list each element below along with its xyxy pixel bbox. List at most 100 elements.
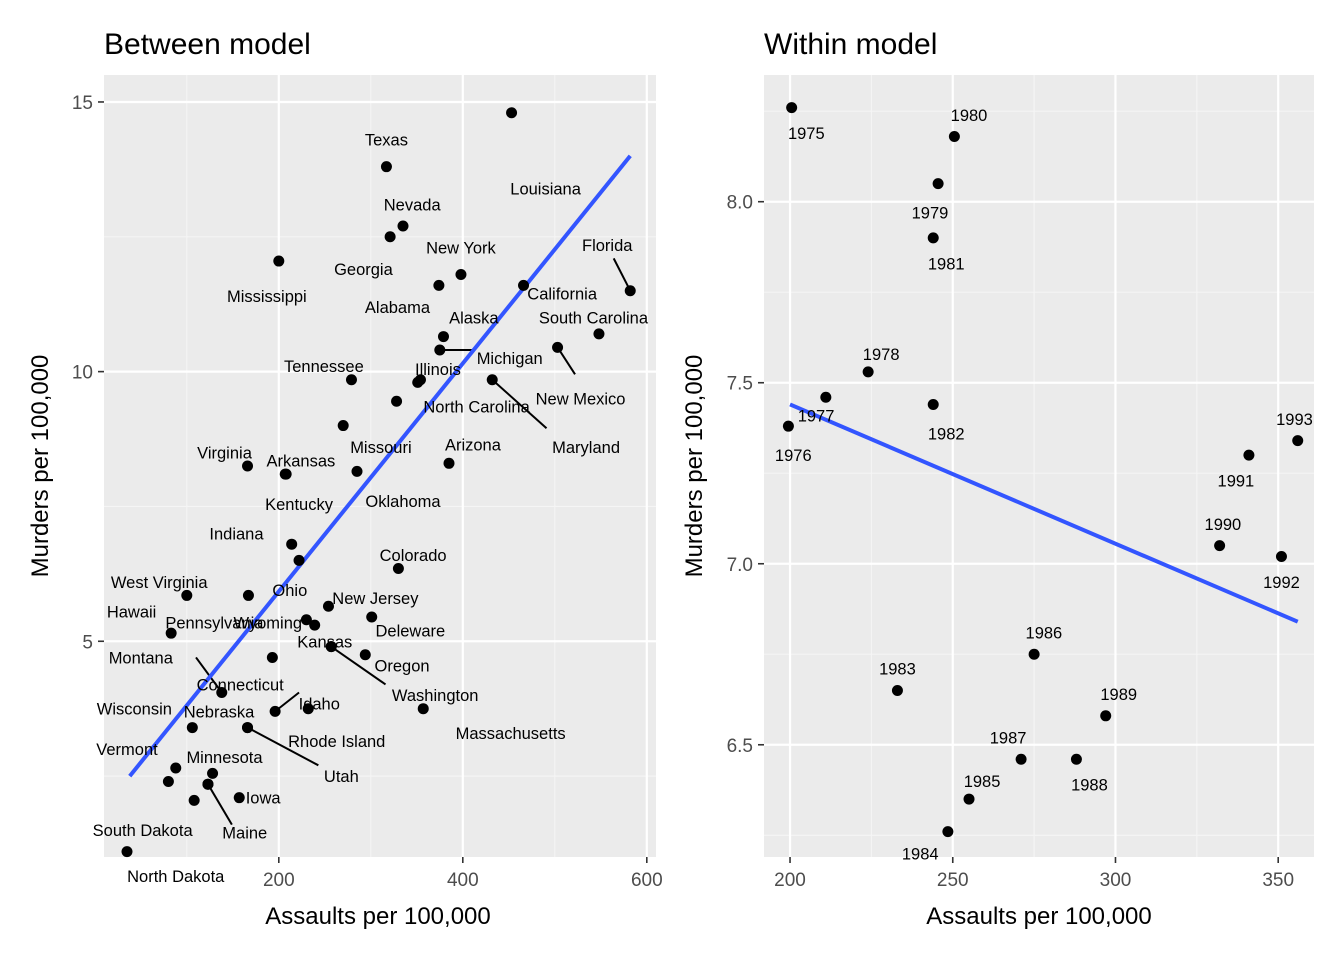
label-florida: Florida — [582, 237, 633, 255]
x-axis-title-between: Assaults per 100,000 — [265, 903, 490, 930]
point-tennessee — [345, 374, 357, 386]
point-michigan — [434, 344, 446, 356]
point-1980 — [948, 131, 960, 143]
point-rhode-island — [302, 703, 314, 715]
point-utah — [242, 722, 254, 734]
label-california: California — [527, 285, 598, 303]
label-maryland: Maryland — [552, 439, 620, 457]
x-axis-title-within: Assaults per 100,000 — [926, 903, 1151, 930]
fit-line-within — [789, 402, 1299, 624]
point-1990 — [1214, 540, 1226, 552]
point-colorado — [392, 562, 404, 574]
point-indiana — [286, 538, 298, 550]
point-idaho — [269, 705, 281, 717]
point-south-dakota — [188, 794, 200, 806]
label-1975: 1975 — [788, 125, 825, 143]
point-texas — [380, 161, 392, 173]
label-1980: 1980 — [951, 107, 988, 125]
label-missouri: Missouri — [350, 439, 411, 457]
panel-title-between: Between model — [104, 28, 311, 61]
label-arizona: Arizona — [445, 436, 502, 454]
leader-line-florida — [612, 257, 632, 292]
label-nebraska: Nebraska — [184, 703, 255, 721]
label-connecticut: Connecticut — [197, 676, 285, 694]
label-ohio: Ohio — [272, 582, 307, 600]
point-georgia — [384, 231, 396, 243]
point-connecticut — [216, 687, 228, 699]
label-rhode-island: Rhode Island — [288, 733, 385, 751]
point-1986 — [1028, 648, 1040, 660]
point-south-carolina — [593, 328, 605, 340]
label-mississippi: Mississippi — [227, 288, 307, 306]
point-maine — [202, 778, 214, 790]
label-vermont: Vermont — [96, 741, 158, 759]
label-pennsylvania: Pennsylvania — [165, 614, 264, 632]
label-1978: 1978 — [863, 346, 900, 364]
point-massachusetts — [417, 703, 429, 715]
label-kansas: Kansas — [297, 633, 352, 651]
y-tick-label: 7.5 — [727, 374, 753, 395]
x-tick-label: 400 — [447, 870, 479, 891]
label-arkansas: Arkansas — [266, 453, 335, 471]
point-wyoming — [309, 619, 321, 631]
label-1982: 1982 — [928, 425, 965, 443]
point-1982 — [927, 398, 939, 410]
label-south-carolina: South Carolina — [539, 310, 649, 328]
point-wisconsin — [186, 722, 198, 734]
point-1979 — [932, 178, 944, 190]
label-west-virginia: West Virginia — [111, 574, 208, 592]
leader-line-utah — [247, 726, 319, 767]
label-louisiana: Louisiana — [510, 180, 581, 198]
point-arizona — [443, 457, 455, 469]
leader-line-maine — [207, 783, 233, 826]
label-1977: 1977 — [798, 407, 835, 425]
leader-line-maryland — [491, 378, 548, 429]
y-tick-label: 5 — [82, 632, 93, 653]
label-hawaii: Hawaii — [107, 604, 157, 622]
x-tick-label: 300 — [1100, 870, 1132, 891]
point-1989 — [1100, 710, 1112, 722]
y-axis-title-within: Murders per 100,000 — [681, 355, 708, 578]
label-1989: 1989 — [1100, 686, 1137, 704]
label-1976: 1976 — [775, 447, 812, 465]
label-minnesota: Minnesota — [186, 749, 263, 767]
fit-line-between — [128, 154, 632, 778]
label-1985: 1985 — [964, 773, 1001, 791]
label-montana: Montana — [109, 649, 174, 667]
point-north-dakota — [121, 846, 133, 858]
point-1975 — [786, 102, 798, 114]
point-alaska — [437, 331, 449, 343]
x-tick-label: 200 — [263, 870, 295, 891]
label-alaska: Alaska — [449, 310, 499, 328]
point-maryland — [486, 374, 498, 386]
label-new-jersey: New Jersey — [332, 590, 419, 608]
x-tick-label: 200 — [774, 870, 806, 891]
label-1993: 1993 — [1276, 411, 1313, 429]
y-tick-label: 8.0 — [727, 193, 753, 214]
point-unlabeled — [293, 554, 305, 566]
label-michigan: Michigan — [477, 350, 543, 368]
point-kentucky — [279, 468, 291, 480]
label-utah: Utah — [324, 768, 359, 786]
label-indiana: Indiana — [209, 525, 264, 543]
leader-line-washington — [330, 645, 387, 686]
label-oregon: Oregon — [375, 658, 430, 676]
point-nevada — [397, 220, 409, 232]
label-north-dakota: North Dakota — [127, 868, 225, 886]
point-oklahoma — [351, 465, 363, 477]
x-tick-label: 600 — [631, 870, 663, 891]
label-alabama: Alabama — [365, 299, 431, 317]
point-1988 — [1070, 753, 1082, 765]
point-deleware — [366, 611, 378, 623]
label-north-carolina: North Carolina — [423, 399, 530, 417]
point-mississippi — [273, 255, 285, 267]
plot-between: 200 400 600 5 10 15 Louisiana Texas Nevada Georgi… — [72, 75, 663, 891]
label-texas: Texas — [365, 132, 408, 150]
y-tick-label: 7.0 — [727, 555, 753, 576]
point-montana — [266, 651, 278, 663]
label-1983: 1983 — [879, 661, 916, 679]
label-1987: 1987 — [990, 730, 1027, 748]
point-california — [518, 279, 530, 291]
point-1984 — [942, 826, 954, 838]
point-minnesota — [207, 767, 219, 779]
